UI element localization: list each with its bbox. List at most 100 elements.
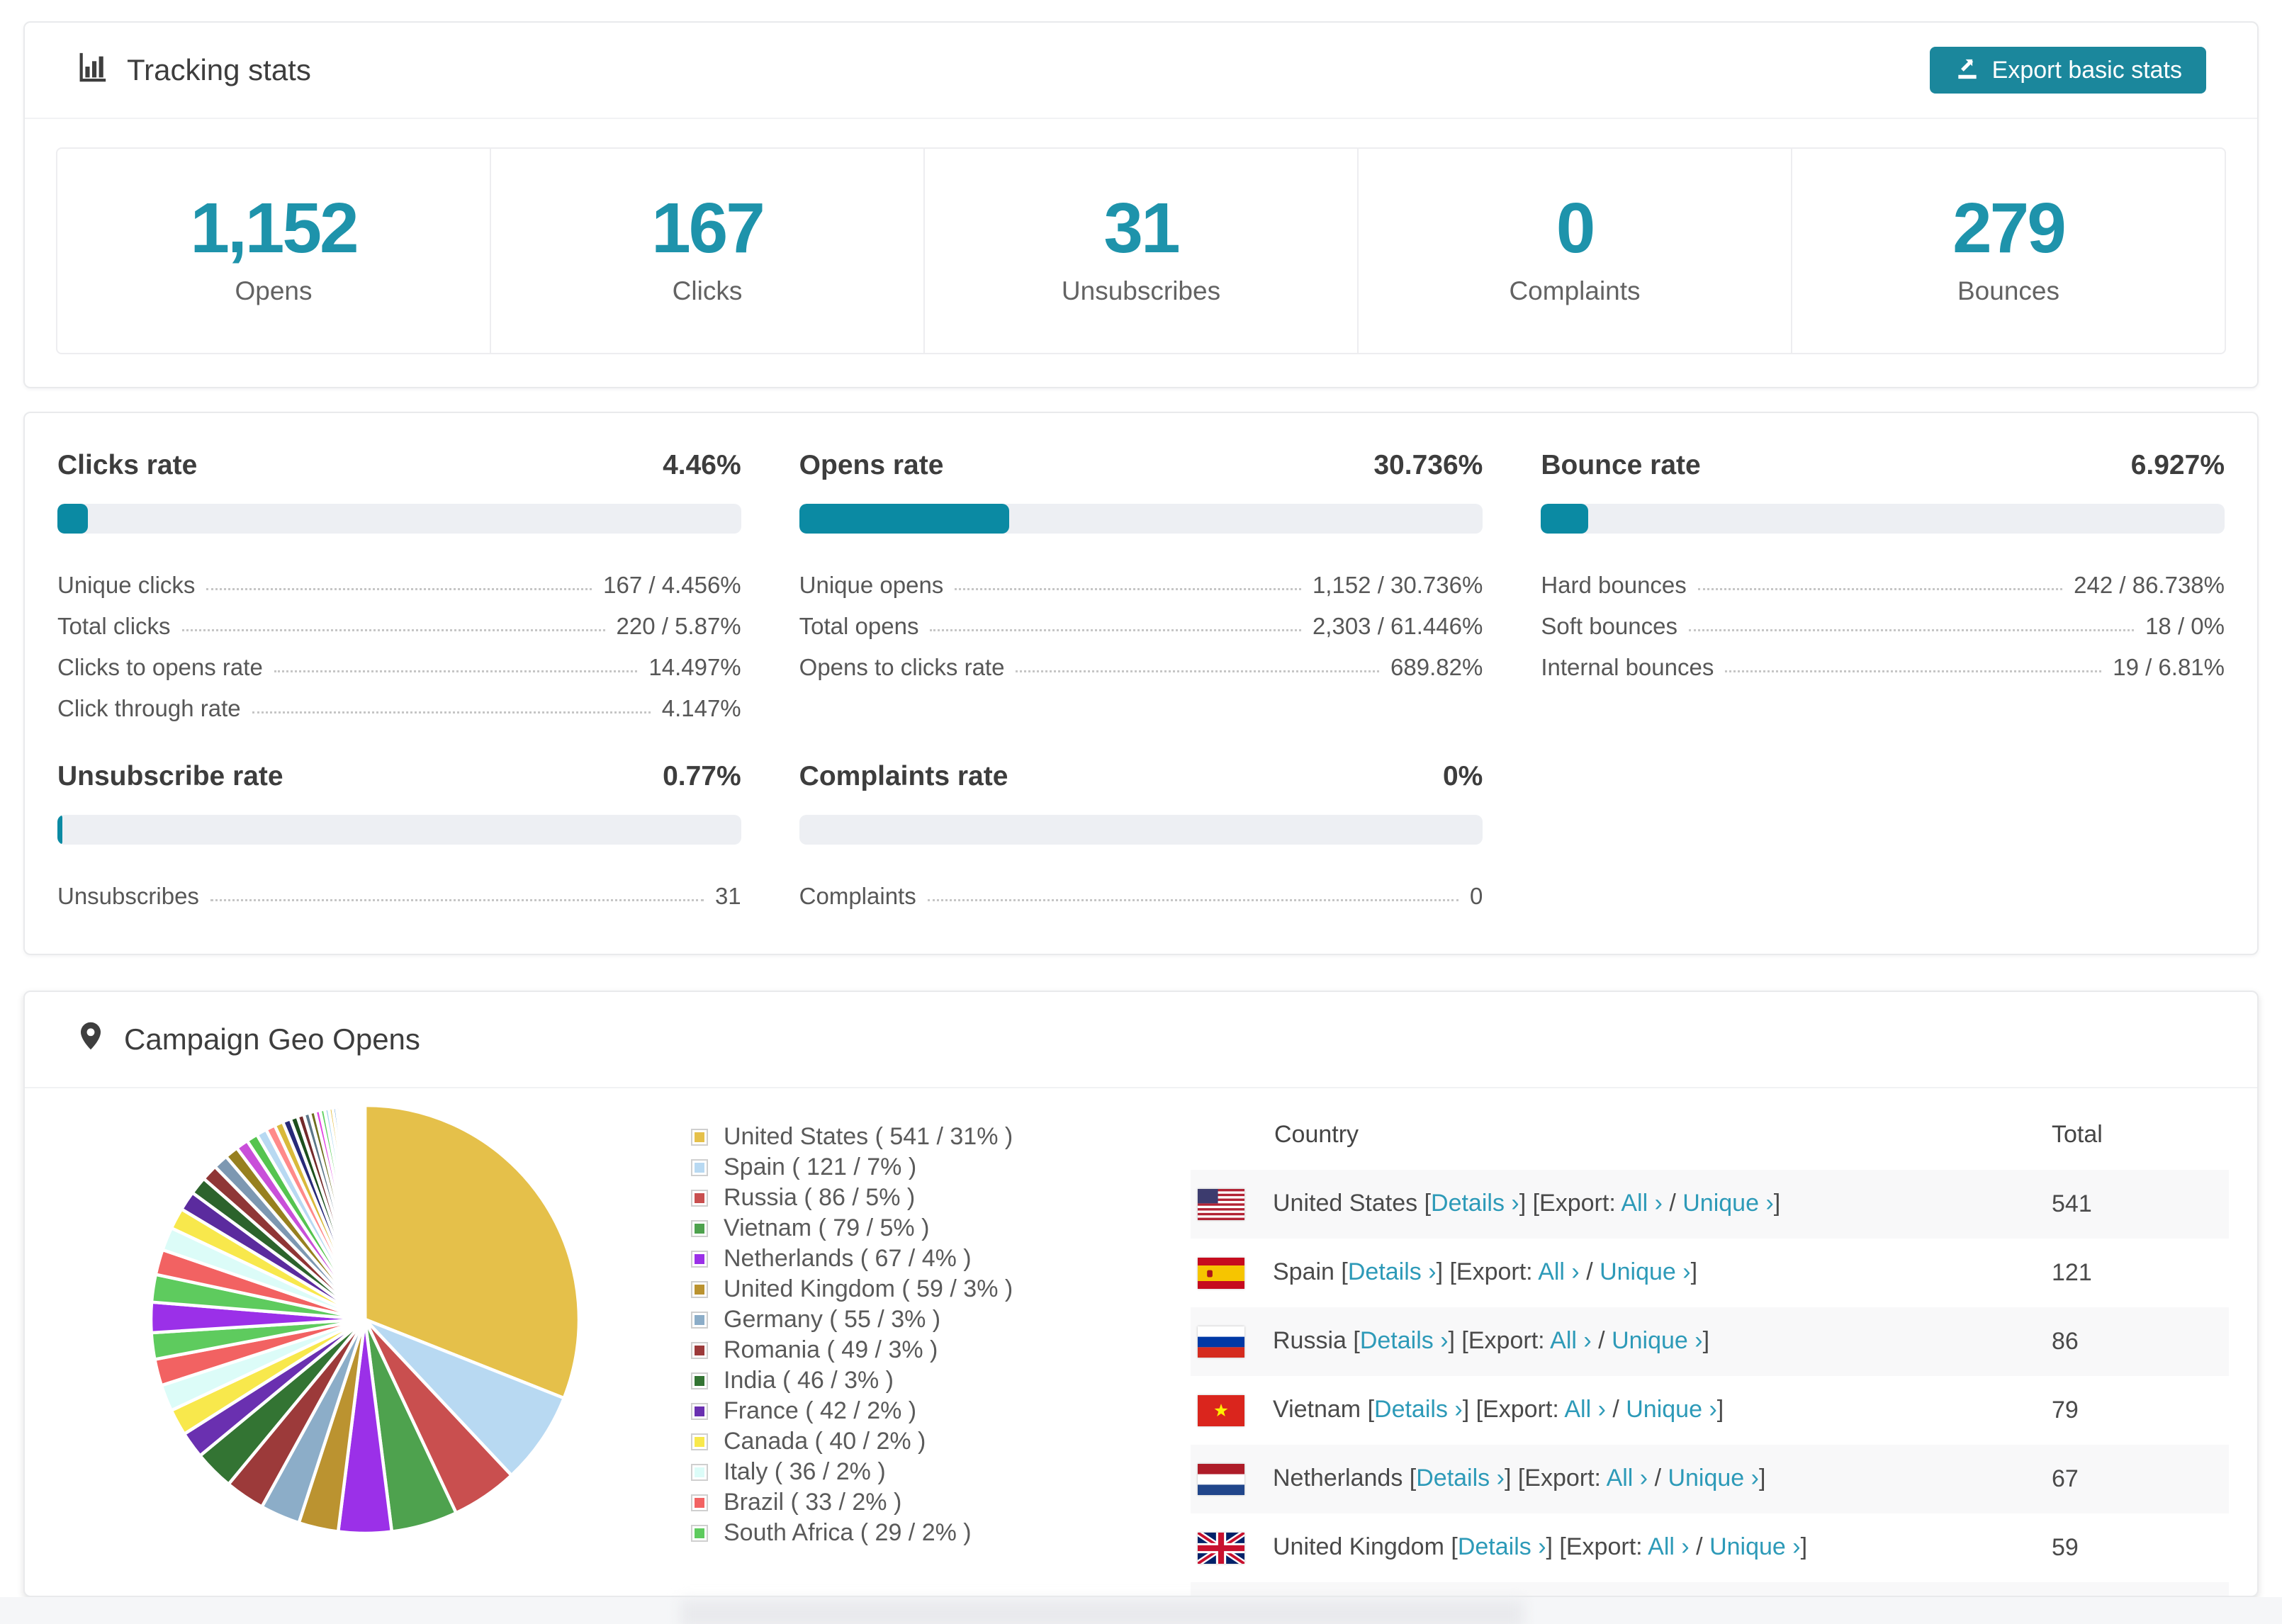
bar-chart-icon	[76, 50, 108, 90]
dotted-leader	[210, 899, 704, 901]
geo-title-wrap: Campaign Geo Opens	[76, 1021, 420, 1058]
stat-label: Soft bounces	[1541, 613, 1677, 639]
stat-label: Unique clicks	[57, 572, 196, 598]
progress-bar-fill	[1541, 504, 1589, 534]
table-row-es: Spain [Details ›] [Export: All › / Uniqu…	[1191, 1239, 2229, 1307]
total-value: 55	[2052, 1582, 2229, 1596]
legend-item-ca[interactable]: Canada ( 40 / 2% )	[691, 1426, 1024, 1457]
dotted-leader	[955, 588, 1301, 590]
pie-legend: United States ( 541 / 31% ) Spain ( 121 /…	[691, 1122, 1024, 1548]
legend-label: Spain ( 121 / 7% )	[724, 1154, 917, 1180]
export-basic-stats-button[interactable]: Export basic stats	[1929, 47, 2206, 94]
legend-item-fr[interactable]: France ( 42 / 2% )	[691, 1396, 1024, 1426]
page-title: Tracking stats	[127, 53, 311, 86]
stat-row: Click through rate 4.147%	[57, 681, 741, 722]
tracking-stats-header: Tracking stats Export basic stats	[25, 23, 2257, 119]
stat-row: Soft bounces 18 / 0%	[1541, 599, 2225, 640]
progress-bar-track	[1541, 504, 2225, 534]
country-name: Spain	[1273, 1258, 1342, 1285]
summary-label: Bounces	[1957, 276, 2059, 305]
details-link[interactable]: Details ›	[1359, 1326, 1449, 1354]
legend-item-vn[interactable]: Vietnam ( 79 / 5% )	[691, 1213, 1024, 1244]
summary-stat-opens: 1,152 Opens	[57, 149, 491, 353]
country-name: Vietnam	[1273, 1395, 1368, 1423]
pie-slice-united-states[interactable]	[363, 1103, 581, 1400]
geo-table-wrap: Country Total United States [Details ›] …	[1191, 1095, 2229, 1596]
legend-item-ro[interactable]: Romania ( 49 / 3% )	[691, 1335, 1024, 1365]
stat-row: Internal bounces 19 / 6.81%	[1541, 640, 2225, 681]
details-link[interactable]: Details ›	[1457, 1533, 1546, 1560]
country-cell: Russia [Details ›] [Export: All › / Uniq…	[1191, 1307, 2052, 1376]
legend-swatch	[691, 1219, 708, 1237]
rate-value: 0%	[1442, 761, 1483, 791]
legend-item-it[interactable]: Italy ( 36 / 2% )	[691, 1457, 1024, 1487]
export-all-link[interactable]: All ›	[1564, 1395, 1606, 1423]
legend-item-in[interactable]: India ( 46 / 3% )	[691, 1365, 1024, 1396]
summary-value: 31	[1103, 188, 1180, 268]
legend-swatch	[691, 1463, 708, 1481]
export-all-link[interactable]: All ›	[1648, 1533, 1690, 1560]
details-link[interactable]: Details ›	[1374, 1395, 1463, 1423]
export-unique-link[interactable]: Unique ›	[1612, 1326, 1703, 1354]
geo-opens-pie-chart	[145, 1100, 585, 1543]
rate-block-bounce-rate: Bounce rate 6.927% Hard bounces 242 / 86.73…	[1541, 450, 2225, 722]
country-cell: United Kingdom [Details ›] [Export: All …	[1191, 1513, 2052, 1582]
export-all-link[interactable]: All ›	[1621, 1189, 1663, 1217]
export-all-link[interactable]: All ›	[1606, 1464, 1648, 1492]
export-unique-link[interactable]: Unique ›	[1668, 1464, 1759, 1492]
stat-value: 167 / 4.456%	[603, 572, 741, 598]
legend-item-za[interactable]: South Africa ( 29 / 2% )	[691, 1518, 1024, 1548]
pie-slice-other[interactable]	[363, 1103, 367, 1321]
stat-row: Hard bounces 242 / 86.738%	[1541, 558, 2225, 599]
dotted-leader	[1688, 629, 2135, 631]
legend-swatch	[691, 1341, 708, 1359]
legend-item-de[interactable]: Germany ( 55 / 3% )	[691, 1304, 1024, 1335]
pie-slice-spain[interactable]	[363, 1317, 566, 1477]
rate-value: 0.77%	[663, 761, 741, 791]
stat-value: 220 / 5.87%	[616, 613, 741, 639]
stat-value: 0	[1469, 883, 1483, 909]
stat-label: Unsubscribes	[57, 883, 199, 909]
summary-stat-bounces: 279 Bounces	[1792, 149, 2225, 353]
legend-item-nl[interactable]: Netherlands ( 67 / 4% )	[691, 1244, 1024, 1274]
dotted-leader	[252, 711, 651, 714]
table-row-us: United States [Details ›] [Export: All ›…	[1191, 1170, 2229, 1239]
summary-stats-row: 1,152 Opens 167 Clicks 31 Unsubscribes 0 Compla…	[56, 147, 2226, 354]
legend-label: United States ( 541 / 31% )	[724, 1123, 1013, 1150]
table-row-ru: Russia [Details ›] [Export: All › / Uniq…	[1191, 1307, 2229, 1376]
legend-label: Italy ( 36 / 2% )	[724, 1458, 886, 1485]
country-name: Netherlands	[1273, 1464, 1410, 1492]
details-link[interactable]: Details ›	[1431, 1189, 1519, 1217]
table-row-vn: Vietnam [Details ›] [Export: All › / Uni…	[1191, 1376, 2229, 1445]
rate-title: Opens rate	[799, 450, 944, 480]
legend-item-us[interactable]: United States ( 541 / 31% )	[691, 1122, 1024, 1152]
export-unique-link[interactable]: Unique ›	[1682, 1189, 1774, 1217]
export-unique-link[interactable]: Unique ›	[1600, 1258, 1691, 1285]
legend-item-br[interactable]: Brazil ( 33 / 2% )	[691, 1487, 1024, 1518]
export-all-link[interactable]: All ›	[1538, 1258, 1580, 1285]
table-row-gb: United Kingdom [Details ›] [Export: All …	[1191, 1513, 2229, 1582]
dotted-leader	[1697, 588, 2063, 590]
tracking-stats-title: Tracking stats	[76, 50, 311, 90]
legend-label: United Kingdom ( 59 / 3% )	[724, 1275, 1013, 1302]
legend-label: Russia ( 86 / 5% )	[724, 1184, 916, 1211]
geo-header: Campaign Geo Opens	[25, 992, 2257, 1088]
details-link[interactable]: Details ›	[1416, 1464, 1505, 1492]
dotted-leader	[1016, 670, 1380, 672]
progress-bar-fill	[57, 815, 63, 845]
rate-block-clicks-rate: Clicks rate 4.46% Unique clicks 167 / 4.456…	[57, 450, 741, 722]
details-link[interactable]: Details ›	[1347, 1258, 1437, 1285]
legend-item-es[interactable]: Spain ( 121 / 7% )	[691, 1152, 1024, 1183]
legend-item-ru[interactable]: Russia ( 86 / 5% )	[691, 1183, 1024, 1213]
export-unique-link[interactable]: Unique ›	[1626, 1395, 1717, 1423]
dotted-leader	[274, 670, 638, 672]
flag-vn-icon	[1198, 1394, 1244, 1426]
export-all-link[interactable]: All ›	[1550, 1326, 1592, 1354]
legend-label: Vietnam ( 79 / 5% )	[724, 1214, 930, 1241]
legend-swatch	[691, 1372, 708, 1389]
stat-value: 689.82%	[1390, 654, 1483, 680]
export-unique-link[interactable]: Unique ›	[1709, 1533, 1801, 1560]
legend-item-gb[interactable]: United Kingdom ( 59 / 3% )	[691, 1274, 1024, 1304]
total-value: 67	[2052, 1465, 2079, 1492]
country-name: Russia	[1273, 1326, 1354, 1354]
